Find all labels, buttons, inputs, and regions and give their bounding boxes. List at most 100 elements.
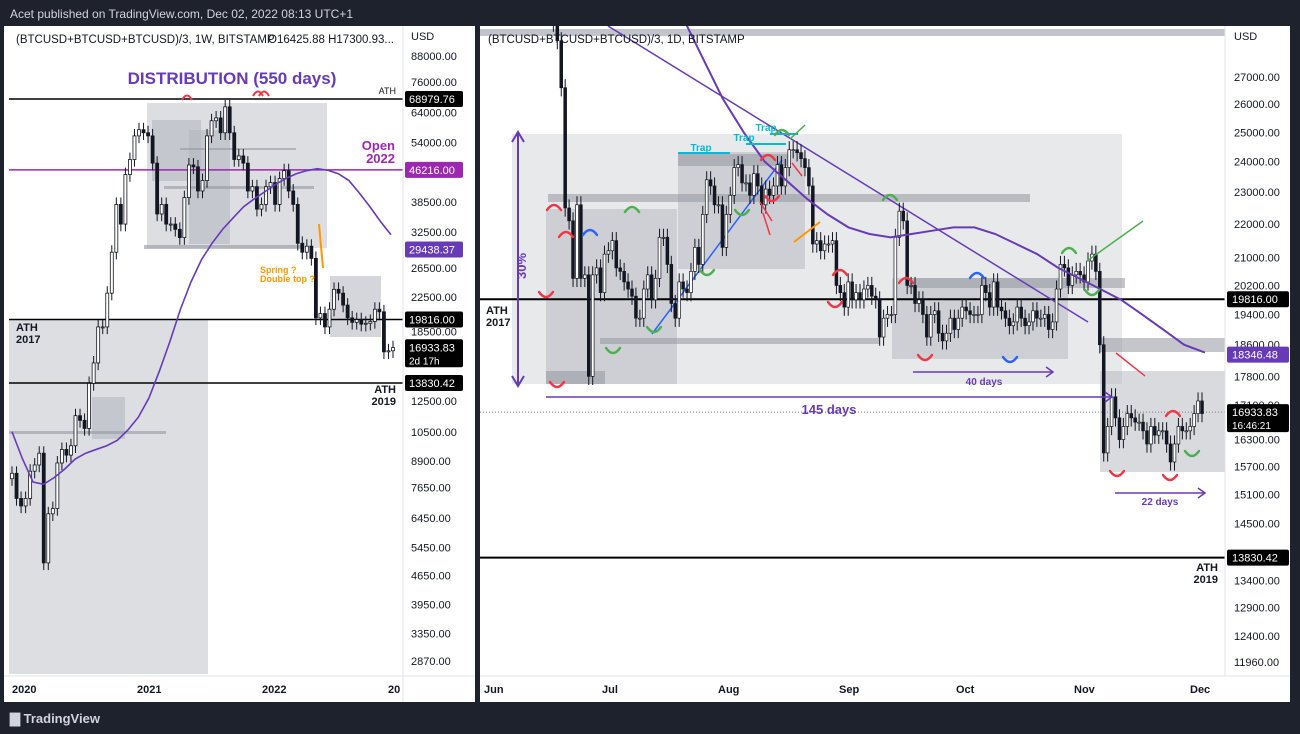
level-bar <box>546 371 605 384</box>
candle-body <box>350 317 355 323</box>
y-tick-label: 3350.00 <box>411 629 451 641</box>
daily-chart-panel[interactable]: (BTCUSD+BTCUSD+BTCUSD)/3, 1D, BITSTAMP AT… <box>480 26 1290 702</box>
candle-body <box>273 182 277 205</box>
swing-marker <box>1083 288 1101 297</box>
swing-marker <box>698 268 716 277</box>
candle-body <box>55 462 60 509</box>
candle-body <box>223 106 228 134</box>
candle-body <box>1172 443 1177 463</box>
candle-body <box>897 210 902 238</box>
candle-body <box>32 464 37 472</box>
candle-body <box>236 155 241 160</box>
candle-body <box>1078 271 1082 276</box>
candle-body <box>1101 344 1106 454</box>
candle-body <box>28 470 33 499</box>
x-tick-label: 2022 <box>262 684 286 696</box>
candle-body <box>1054 288 1059 323</box>
x-tick-label: 2020 <box>12 684 36 696</box>
candle-body <box>132 135 137 160</box>
candle-body <box>1098 271 1102 346</box>
weekly-chart-svg[interactable]: (BTCUSD+BTCUSD+BTCUSD)/3, 1W, BITSTAMPO1… <box>4 26 475 702</box>
candle-body <box>575 204 579 279</box>
candle-body <box>917 299 921 304</box>
candle-body <box>811 185 815 245</box>
candle-body <box>291 190 296 205</box>
candle-body <box>642 288 646 319</box>
candle-body <box>59 449 64 464</box>
candle-body <box>327 308 332 328</box>
y-tick-label: 18500.00 <box>411 327 457 339</box>
y-tick-label: 64000.00 <box>411 107 457 119</box>
candle-body <box>1109 396 1114 427</box>
candle-body <box>838 285 843 293</box>
y-tick-label: 19400.00 <box>1234 309 1280 321</box>
candle-body <box>1160 430 1165 433</box>
level-bar <box>908 278 1125 288</box>
candle-body <box>1031 310 1035 323</box>
y-tick-label: 15700.00 <box>1234 462 1280 474</box>
x-tick-label: 2021 <box>137 684 161 696</box>
candle-body <box>583 274 587 279</box>
swing-marker <box>623 205 641 214</box>
candle-body <box>1027 321 1031 327</box>
direction-arrow <box>789 124 806 140</box>
candle-body <box>10 472 14 480</box>
candle-body <box>984 285 988 293</box>
swing-marker <box>733 208 751 217</box>
candle-body <box>386 350 391 353</box>
candle-body <box>980 285 984 315</box>
candle-body <box>1058 264 1063 290</box>
candle-body <box>677 281 681 319</box>
weekly-chart-panel[interactable]: (BTCUSD+BTCUSD+BTCUSD)/3, 1W, BITSTAMP O1… <box>4 26 475 702</box>
y-tick-label: 14500.00 <box>1234 519 1280 531</box>
candle-body <box>901 210 905 222</box>
y-tick-label: 20200.00 <box>1234 280 1280 292</box>
candle-body <box>1043 314 1047 319</box>
y-tick-label: 25000.00 <box>1234 127 1280 139</box>
candle-body <box>960 306 964 319</box>
candle-body <box>109 251 114 294</box>
candle-body <box>579 204 583 279</box>
price-tag <box>405 311 463 328</box>
candle-body <box>587 274 591 377</box>
candle-body <box>689 271 693 293</box>
candle-body <box>150 135 155 164</box>
candle-body <box>118 204 123 225</box>
range-box <box>546 209 677 384</box>
candle-body <box>602 253 607 293</box>
trap-label: Trap <box>690 143 711 154</box>
candle-body <box>196 166 200 192</box>
level-bar <box>548 194 1030 202</box>
candle-body <box>846 281 850 308</box>
price-countdown: 16:46:21 <box>1232 421 1271 432</box>
candle-body <box>155 162 160 215</box>
price-tag-label: 19816.00 <box>409 314 455 326</box>
candle-body <box>661 236 666 239</box>
y-tick-label: 12400.00 <box>1234 631 1280 643</box>
x-tick-label: 20 <box>388 684 400 696</box>
duration-arrowhead <box>1104 391 1114 403</box>
candle-body <box>673 303 677 319</box>
candle-body <box>991 281 996 308</box>
candle-body <box>932 310 937 315</box>
swing-marker <box>763 194 781 203</box>
candle-body <box>830 240 835 245</box>
duration-arrowhead <box>1045 366 1055 378</box>
y-tick-label: 7650.00 <box>411 483 451 495</box>
y-tick-label: 32500.00 <box>411 227 457 239</box>
tradingview-logo[interactable]: ▇ TradingView <box>10 711 100 726</box>
candle-body <box>323 313 327 328</box>
candle-body <box>250 186 255 192</box>
candle-body <box>1039 317 1043 320</box>
candle-body <box>1003 310 1008 319</box>
swing-marker <box>1001 355 1019 364</box>
candle-body <box>19 498 23 507</box>
candle-body <box>944 332 949 342</box>
daily-chart-svg[interactable]: (BTCUSD+BTCUSD+BTCUSD)/3, 1D, BITSTAMP AT… <box>480 26 1290 702</box>
candle-body <box>681 281 685 290</box>
swing-marker <box>1183 449 1201 458</box>
y-tick-label: 12900.00 <box>1234 603 1280 615</box>
candle-body <box>205 135 209 181</box>
open-label: Open <box>362 138 395 153</box>
tradingview-brand: TradingView <box>23 711 100 726</box>
